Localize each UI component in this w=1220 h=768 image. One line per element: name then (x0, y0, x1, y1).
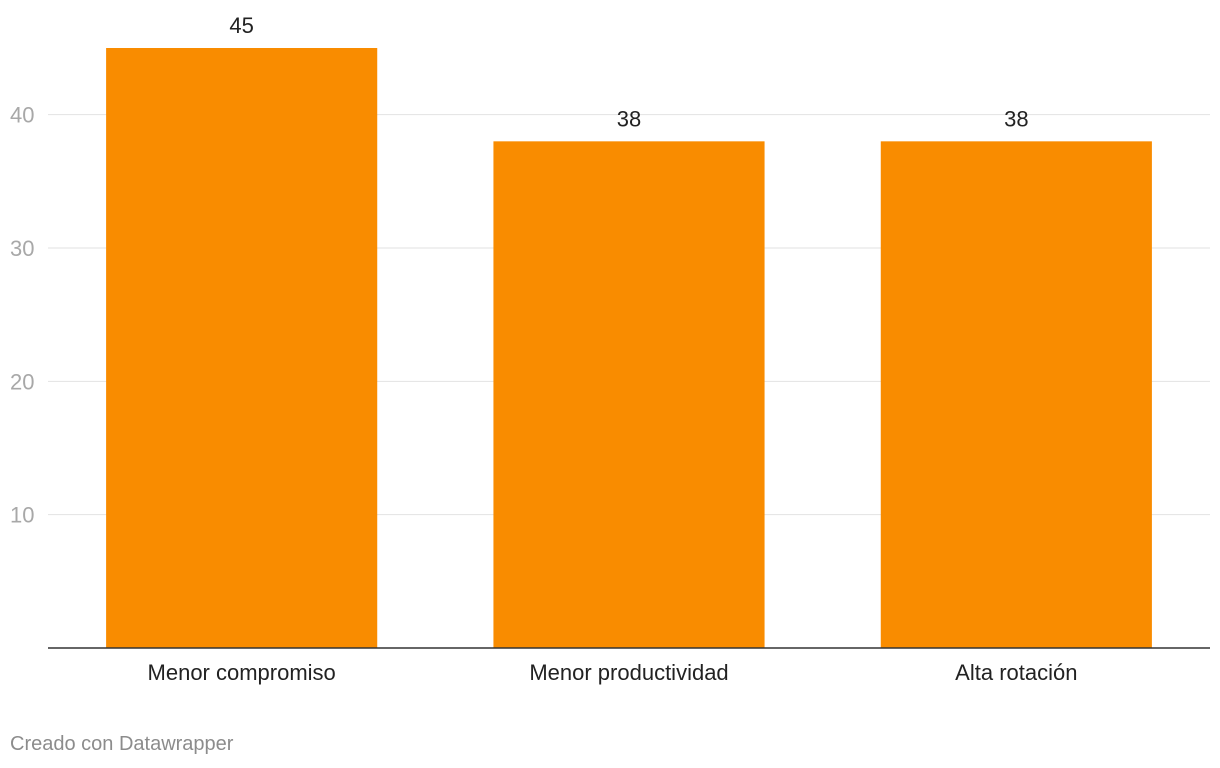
bar-chart: 10 20 30 40 45 38 38 Menor compromiso Menor pr… (10, 13, 1210, 685)
bar-value-label: 38 (617, 106, 641, 131)
bars (106, 48, 1152, 649)
bar-value-label: 45 (229, 13, 253, 38)
x-axis-labels: Menor compromiso Menor productividad Alta … (148, 660, 1078, 685)
y-axis-ticks: 10 20 30 40 (10, 103, 34, 528)
data-labels: 45 38 38 (229, 13, 1028, 131)
bar (493, 141, 765, 649)
y-tick-label: 20 (10, 369, 34, 394)
x-category-label: Alta rotación (955, 660, 1077, 685)
bar-value-label: 38 (1004, 106, 1028, 131)
y-tick-label: 40 (10, 103, 34, 128)
x-category-label: Menor productividad (529, 660, 728, 685)
x-category-label: Menor compromiso (148, 660, 336, 685)
y-tick-label: 10 (10, 503, 34, 528)
bar (106, 48, 378, 648)
bar (880, 141, 1152, 649)
y-tick-label: 30 (10, 236, 34, 261)
datawrapper-credit: Creado con Datawrapper (10, 733, 234, 755)
